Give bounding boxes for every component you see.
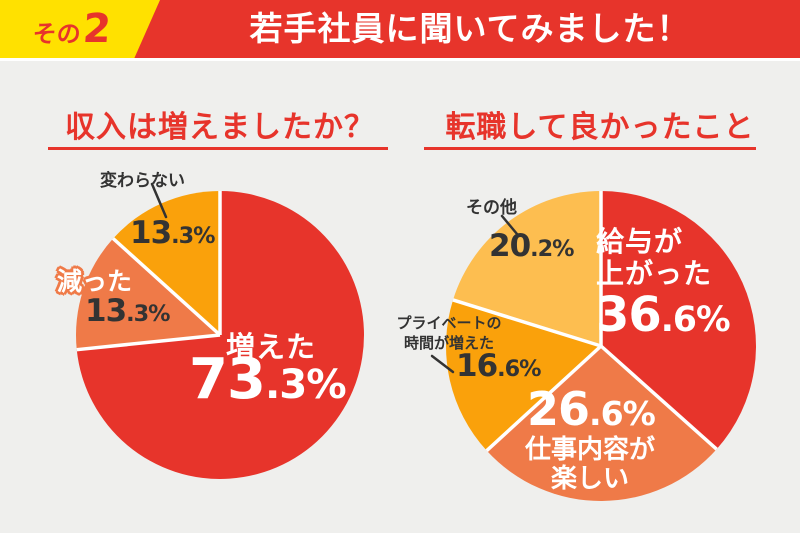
pct-other: 20.2%	[489, 228, 575, 264]
label-work-fun: 仕事内容が 楽しい	[524, 435, 655, 495]
label-increased: 増えた	[226, 330, 317, 364]
label-decreased: 減った	[57, 267, 133, 296]
pie-slice-3	[453, 191, 601, 346]
other-connector-line	[500, 214, 519, 236]
pie-slice-0	[601, 191, 756, 450]
slice-divider	[485, 344, 603, 452]
left-title-underline	[48, 147, 388, 150]
pct-salary-up: 36.6%	[596, 287, 731, 343]
pie-slice-1	[486, 346, 717, 501]
label-salary-up: 給与が 上がった	[596, 225, 713, 291]
pie-slice-2	[113, 191, 220, 335]
pct-work-fun: 26.6%	[527, 382, 656, 436]
pct-decreased: 13.3%	[85, 293, 171, 329]
slice-divider	[111, 237, 222, 337]
pie-slice-2	[446, 299, 601, 451]
label-private-time: プライベートの 時間が増えた	[396, 314, 502, 352]
no-change-connector-line	[150, 182, 168, 219]
label-no-change: 変わらない	[100, 171, 185, 191]
private-time-connector-line	[430, 354, 455, 374]
pie-slice-1	[75, 238, 220, 350]
right-title-underline	[424, 147, 756, 150]
slice-divider	[452, 298, 602, 348]
header-band: その 2 若手社員に聞いてみました！	[0, 0, 800, 61]
pct-increased: 73.3%	[189, 347, 347, 412]
part-number-badge	[0, 0, 160, 58]
page-title: 若手社員に聞いてみました！	[249, 9, 691, 48]
label-other: その他	[466, 198, 517, 218]
pct-private-time: 16.6%	[456, 348, 542, 384]
pct-no-change: 13.3%	[130, 215, 216, 251]
income-pie	[75, 191, 364, 479]
slice-divider	[76, 333, 221, 352]
slice-divider	[599, 344, 718, 451]
left-chart-title: 収入は増えましたか？	[65, 110, 375, 145]
right-chart-title: 転職して良かったこと	[445, 110, 755, 145]
benefits-pie	[446, 191, 756, 501]
